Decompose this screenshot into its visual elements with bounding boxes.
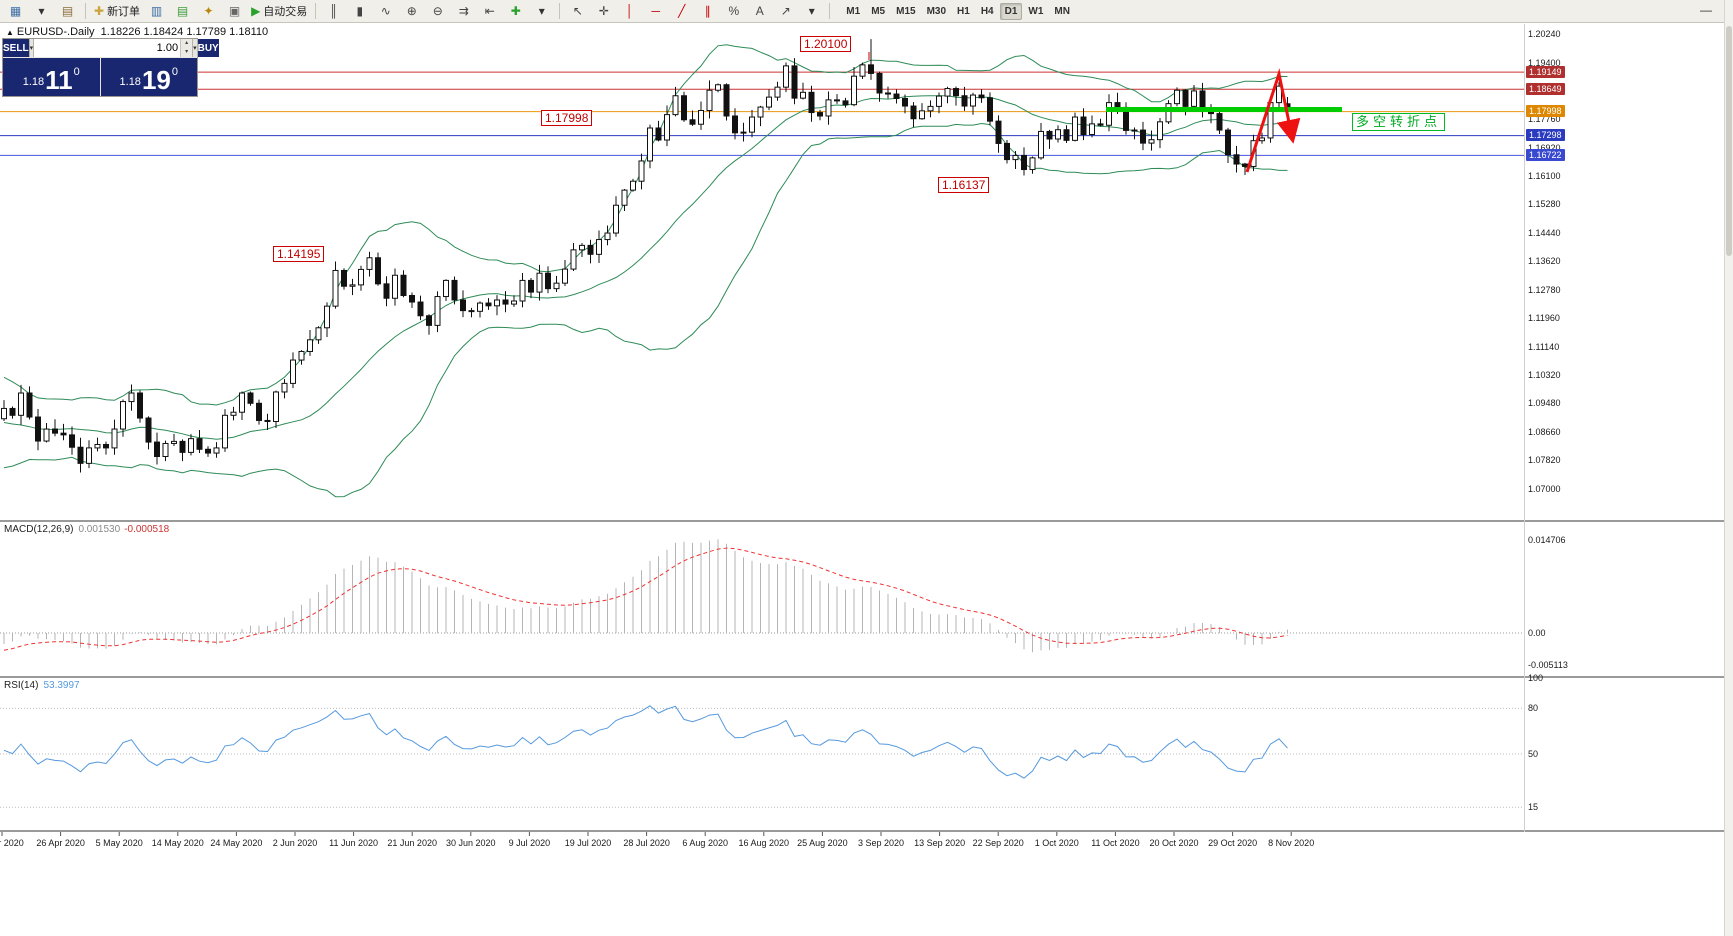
main-toolbar: ▦ ▾ ▤ ✚ 新订单 ▥ ▤ ✦ ▣ ▶ 自动交易 ║ ▮ ∿ ⊕ ⊖ ⇉ ⇤ ✚ ▾ ↖ ✛ │ ─ ╱ ∥% A ↗ ▾ M1 M5 M… (0, 0, 1733, 23)
toolbar-button-new-chart[interactable]: ▦ (3, 1, 28, 22)
vertical-scrollbar[interactable] (1724, 0, 1733, 936)
zoom-out-icon: ⊖ (432, 4, 443, 18)
timeframe-M30[interactable]: M30 (926, 5, 947, 17)
ask-price-button[interactable]: 1.18 19 0 (100, 58, 197, 96)
volume-stepper[interactable]: ▴ ▾ (180, 39, 193, 57)
trendline-icon: ╱ (678, 4, 686, 18)
timeframe-H4[interactable]: H4 (980, 5, 994, 17)
indicators-icon: ✚ (510, 4, 521, 18)
autotrading-icon: ▶ (251, 4, 261, 18)
text-label-icon: A (755, 4, 764, 18)
toolbar-separator (559, 3, 561, 19)
toolbar-button-equidistant-channel[interactable]: ∥ (695, 1, 720, 22)
volume-down-icon[interactable]: ▾ (181, 48, 193, 57)
line-chart-icon: ∿ (380, 4, 391, 18)
toolbar-button-chart-shift[interactable]: ⇤ (477, 1, 502, 22)
horizontal-line-icon: ─ (651, 4, 661, 18)
toolbar-button-horizontal-line[interactable]: ─ (643, 1, 668, 22)
toolbar-separator (829, 3, 831, 19)
new-order-icon: ✚ (94, 4, 105, 18)
autotrading-label: 自动交易 (263, 6, 308, 18)
volume-up-icon[interactable]: ▴ (181, 39, 193, 48)
timeframe-M15[interactable]: M15 (896, 5, 916, 17)
toolbar-button-profiles[interactable]: ▤ (55, 1, 80, 22)
chart-dropdown-icon: ▾ (38, 4, 45, 18)
ask-big-digits: 19 (141, 65, 171, 95)
toolbar-button-zoom-in[interactable]: ⊕ (399, 1, 424, 22)
toolbar-button-new-order[interactable]: ✚ 新订单 (91, 1, 143, 22)
toolbar-button-cursor[interactable]: ↖ (565, 1, 590, 22)
toolbar-separator (315, 3, 317, 19)
toolbar-button-terminal[interactable]: ▣ (222, 1, 247, 22)
arrow-objects-icon: ↗ (780, 4, 791, 18)
toolbar-button-auto-scroll[interactable]: ⇉ (451, 1, 476, 22)
bid-prefix: 1.18 (22, 76, 45, 88)
indicators-dropdown-icon: ▾ (538, 4, 545, 18)
minimize-button[interactable]: — (1700, 3, 1712, 17)
buy-button[interactable]: BUY (197, 39, 219, 57)
toolbar-button-indicators[interactable]: ✚ (503, 1, 528, 22)
toolbar-button-chart-dropdown[interactable]: ▾ (29, 1, 54, 22)
toolbar-separator (85, 3, 86, 19)
bid-pipette: 0 (73, 66, 80, 78)
timeframe-M1[interactable]: M1 (846, 5, 861, 17)
buy-dropdown-icon[interactable]: ▾ (192, 39, 198, 57)
fibonacci-icon: % (728, 4, 740, 18)
timeframe-D1[interactable]: D1 (999, 2, 1023, 20)
sell-dropdown-icon[interactable]: ▾ (28, 39, 35, 57)
scrollbar-thumb[interactable] (1726, 26, 1732, 256)
sell-button[interactable]: SELL (3, 39, 29, 57)
toolbar-button-line-chart[interactable]: ∿ (373, 1, 398, 22)
toolbar-button-autotrading[interactable]: ▶ 自动交易 (248, 1, 310, 22)
toolbar-button-text-label[interactable]: A (747, 1, 772, 22)
zoom-in-icon: ⊕ (406, 4, 417, 18)
candlestick-chart-icon: ▮ (356, 4, 364, 18)
auto-scroll-icon: ⇉ (458, 4, 469, 18)
toolbar-button-indicators-dropdown[interactable]: ▾ (529, 1, 554, 22)
toolbar-button-fibonacci[interactable]: % (721, 1, 746, 22)
new-order-label: 新订单 (107, 6, 141, 18)
ask-pipette: 0 (171, 66, 178, 78)
toolbar-button-data-window[interactable]: ▤ (170, 1, 195, 22)
volume-input[interactable] (34, 39, 181, 57)
toolbar-button-candlestick-chart[interactable]: ▮ (347, 1, 372, 22)
toolbar-button-zoom-out[interactable]: ⊖ (425, 1, 450, 22)
toolbar-button-market-watch[interactable]: ▥ (144, 1, 169, 22)
new-chart-icon: ▦ (9, 4, 22, 18)
cursor-icon: ↖ (572, 4, 583, 18)
toolbar-button-objects-dropdown[interactable]: ▾ (799, 1, 824, 22)
toolbar-button-trendline[interactable]: ╱ (669, 1, 694, 22)
data-window-icon: ▤ (176, 4, 189, 18)
toolbar-button-navigator[interactable]: ✦ (196, 1, 221, 22)
crosshair-icon: ✛ (598, 4, 609, 18)
profiles-icon: ▤ (61, 4, 74, 18)
toolbar-button-arrow-objects[interactable]: ↗ (773, 1, 798, 22)
navigator-icon: ✦ (203, 4, 214, 18)
bid-price-button[interactable]: 1.18 11 0 (3, 58, 100, 96)
timeframe-group: M1 M5 M15 M30 H1 H4 D1 W1 MN (841, 2, 1075, 20)
timeframe-H1[interactable]: H1 (957, 5, 970, 17)
objects-dropdown-icon: ▾ (808, 4, 815, 18)
market-watch-icon: ▥ (150, 4, 163, 18)
toolbar-button-bar-chart[interactable]: ║ (321, 1, 346, 22)
bar-chart-icon: ║ (329, 4, 339, 18)
bid-big-digits: 11 (45, 65, 73, 95)
timeframe-W1[interactable]: W1 (1028, 5, 1044, 17)
timeframe-M5[interactable]: M5 (871, 5, 886, 17)
vertical-line-icon: │ (626, 4, 634, 18)
ask-prefix: 1.18 (119, 76, 141, 88)
timeframe-MN[interactable]: MN (1054, 5, 1070, 17)
terminal-icon: ▣ (228, 4, 241, 18)
toolbar-button-crosshair[interactable]: ✛ (591, 1, 616, 22)
equidistant-channel-icon: ∥ (704, 4, 711, 18)
toolbar-button-vertical-line[interactable]: │ (617, 1, 642, 22)
chart-shift-icon: ⇤ (484, 4, 495, 18)
